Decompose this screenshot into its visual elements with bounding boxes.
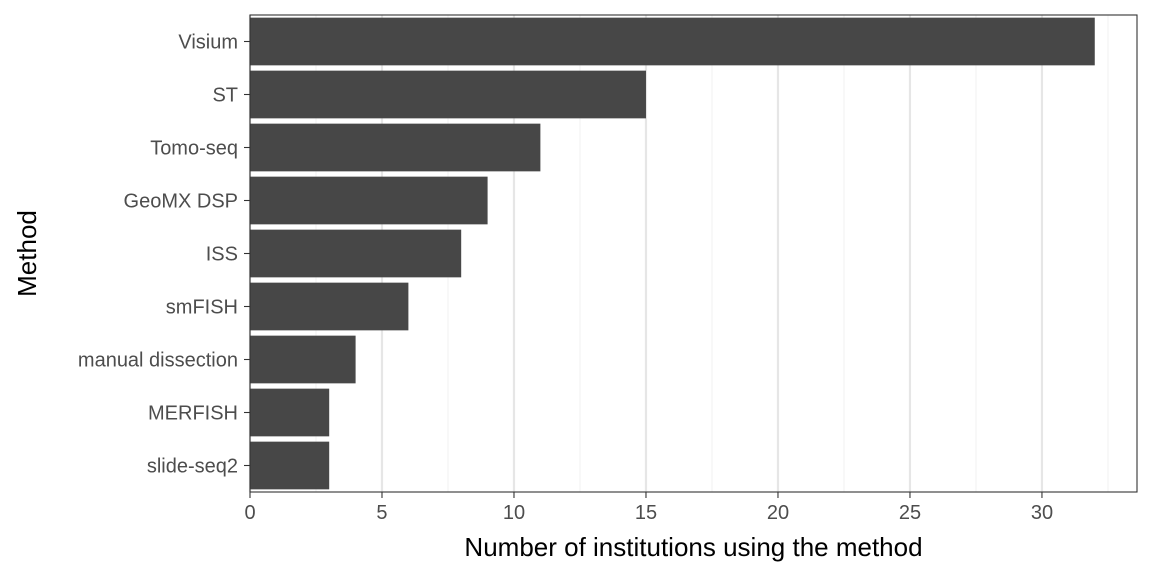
bar-geomx-dsp [250, 176, 488, 225]
y-tick-label: GeoMX DSP [124, 191, 238, 213]
bar-manual-dissection [250, 335, 356, 384]
y-tick-label: manual dissection [78, 350, 238, 372]
y-tick-label: slide-seq2 [147, 456, 238, 478]
x-tick-label: 25 [899, 502, 921, 524]
bar-slide-seq2 [250, 441, 330, 490]
y-tick-label: MERFISH [148, 403, 238, 425]
bar-st [250, 70, 646, 119]
x-tick-label: 10 [503, 502, 525, 524]
y-tick-label: ISS [206, 244, 238, 266]
x-tick-label: 0 [244, 502, 255, 524]
y-axis-title: Method [12, 210, 42, 297]
y-tick-label: Visium [178, 32, 238, 54]
bar-tomo-seq [250, 123, 541, 172]
y-tick-label: Tomo-seq [150, 138, 238, 160]
bars [250, 17, 1095, 490]
bar-iss [250, 229, 462, 278]
y-tick-label: ST [212, 85, 238, 107]
x-axis: 0 5 10 15 20 25 30 [244, 492, 1053, 524]
x-tick-label: 20 [767, 502, 789, 524]
bar-merfish [250, 388, 330, 437]
bar-visium [250, 17, 1095, 66]
y-axis: Visium ST Tomo-seq GeoMX DSP ISS smFISH manual… [78, 32, 250, 478]
x-tick-label: 5 [376, 502, 387, 524]
y-tick-label: smFISH [166, 297, 238, 319]
x-axis-title: Number of institutions using the method [464, 532, 922, 562]
bar-smfish [250, 282, 409, 331]
x-tick-label: 15 [635, 502, 657, 524]
x-tick-label: 30 [1031, 502, 1053, 524]
